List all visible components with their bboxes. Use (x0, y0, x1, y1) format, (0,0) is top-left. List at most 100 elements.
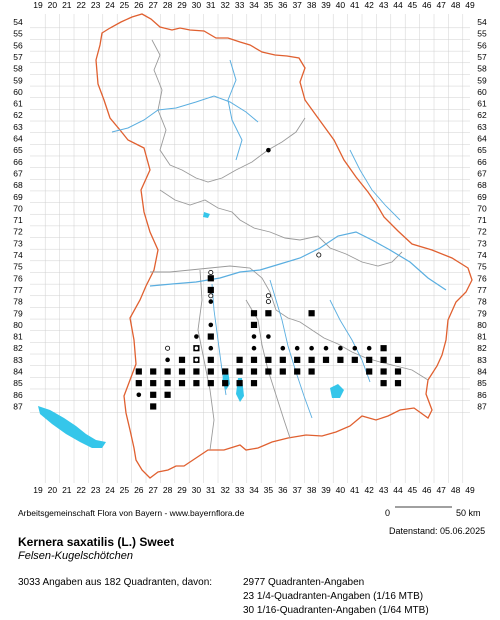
y-axis-label: 60 (13, 87, 23, 97)
record-square (150, 403, 157, 410)
x-axis-label: 33 (235, 0, 245, 10)
y-axis-label: 73 (477, 238, 487, 248)
record-square (207, 380, 214, 387)
record-square (279, 368, 286, 375)
y-axis-label: 72 (13, 227, 23, 237)
record-square (265, 310, 272, 317)
y-axis-label: 77 (13, 285, 23, 295)
data-date: Datenstand: 05.06.2025 (389, 526, 486, 536)
species-common-name: Felsen-Kugelschötchen (18, 550, 133, 562)
x-axis-label: 39 (321, 0, 331, 10)
x-axis-label: 27 (148, 485, 158, 495)
record-square (380, 368, 387, 375)
y-axis-label: 63 (477, 122, 487, 132)
x-axis-label: 28 (163, 485, 173, 495)
river-south-2 (269, 279, 313, 419)
x-axis-label: 33 (235, 485, 245, 495)
x-axis-label: 35 (264, 485, 274, 495)
y-axis-label: 79 (13, 308, 23, 318)
y-axis-label: 55 (477, 29, 487, 39)
x-axis-label: 44 (393, 0, 403, 10)
x-axis-label: 32 (220, 0, 230, 10)
x-axis-label: 46 (422, 0, 432, 10)
x-axis-label: 43 (379, 0, 389, 10)
record-square (308, 356, 315, 363)
record-square (207, 275, 214, 282)
record-square (366, 356, 373, 363)
record-open-circle (208, 269, 214, 275)
x-axis-label: 23 (91, 0, 101, 10)
stat-sixteenth-quadrants: 30 1/16-Quadranten-Angaben (1/64 MTB) (243, 605, 429, 616)
y-axis-label: 70 (477, 203, 487, 213)
y-axis-label: 78 (477, 297, 487, 307)
distribution-map: 19 19 20 20 21 21 22 22 23 23 24 24 25 25 26 26 27 27 28 28… (13, 0, 487, 508)
map-geography (38, 13, 473, 479)
record-square (178, 368, 186, 375)
x-axis-label: 39 (321, 485, 331, 495)
x-axis-label: 38 (307, 485, 317, 495)
x-axis-label: 22 (76, 0, 86, 10)
x-axis-label: 26 (134, 0, 144, 10)
y-axis-label: 64 (477, 134, 487, 144)
y-axis-label: 54 (13, 17, 23, 27)
record-statistics: 2977 Quadranten-Angaben 23 1/4-Quadrante… (243, 576, 429, 618)
x-axis-label: 46 (422, 485, 432, 495)
record-dot (136, 392, 142, 398)
y-axis-label: 61 (13, 99, 23, 109)
record-square (164, 368, 171, 375)
river-north (111, 95, 259, 133)
y-axis-label: 56 (477, 40, 487, 50)
record-square (222, 380, 229, 387)
x-axis-label: 48 (451, 485, 461, 495)
x-axis-label: 27 (148, 0, 158, 10)
lake-altmuehlsee (203, 212, 210, 218)
y-axis-label: 73 (13, 238, 23, 248)
x-axis-label: 19 (33, 485, 43, 495)
x-axis-label: 47 (436, 485, 446, 495)
record-open-circle (193, 345, 199, 351)
record-dot (323, 345, 329, 351)
record-square (308, 310, 315, 317)
x-axis-label: 48 (451, 0, 461, 10)
record-square (193, 380, 200, 387)
record-square (193, 368, 200, 375)
y-axis-label: 57 (477, 52, 487, 62)
y-axis-label: 80 (477, 320, 487, 330)
x-axis-label: 26 (134, 485, 144, 495)
y-axis-label: 78 (13, 297, 23, 307)
x-axis-label: 40 (336, 485, 346, 495)
y-axis-label: 83 (477, 355, 487, 365)
record-square (394, 380, 402, 387)
y-axis-label: 59 (477, 75, 487, 85)
y-axis-label: 66 (477, 157, 487, 167)
record-dot (251, 334, 257, 339)
y-axis-label: 74 (13, 250, 23, 260)
x-axis-label: 30 (192, 485, 202, 495)
lake-bodensee (38, 406, 106, 448)
y-axis-label: 82 (477, 343, 487, 353)
y-axis-label: 85 (13, 378, 23, 388)
y-axis-label: 84 (13, 367, 23, 377)
y-axis-label: 60 (477, 87, 487, 97)
y-axis-label: 80 (13, 320, 23, 330)
y-axis-label: 57 (13, 52, 23, 62)
y-axis-label: 65 (477, 145, 487, 155)
x-axis-label: 42 (364, 0, 374, 10)
record-dot (280, 345, 286, 351)
record-square (236, 380, 243, 387)
y-axis-label: 85 (477, 378, 487, 388)
record-square (178, 356, 186, 363)
x-axis-label: 19 (33, 0, 43, 10)
record-square (250, 310, 258, 317)
y-axis-label: 58 (477, 64, 487, 74)
record-square (236, 368, 243, 375)
record-dot (165, 392, 170, 398)
record-dot (208, 299, 214, 304)
x-axis-label: 40 (336, 0, 346, 10)
record-layer (135, 147, 402, 410)
y-axis-label: 79 (477, 308, 487, 318)
records-summary: 3033 Angaben aus 182 Quadranten, davon: (18, 577, 213, 588)
record-dot (338, 345, 343, 351)
x-axis-label: 37 (292, 0, 302, 10)
record-dot (179, 380, 185, 386)
